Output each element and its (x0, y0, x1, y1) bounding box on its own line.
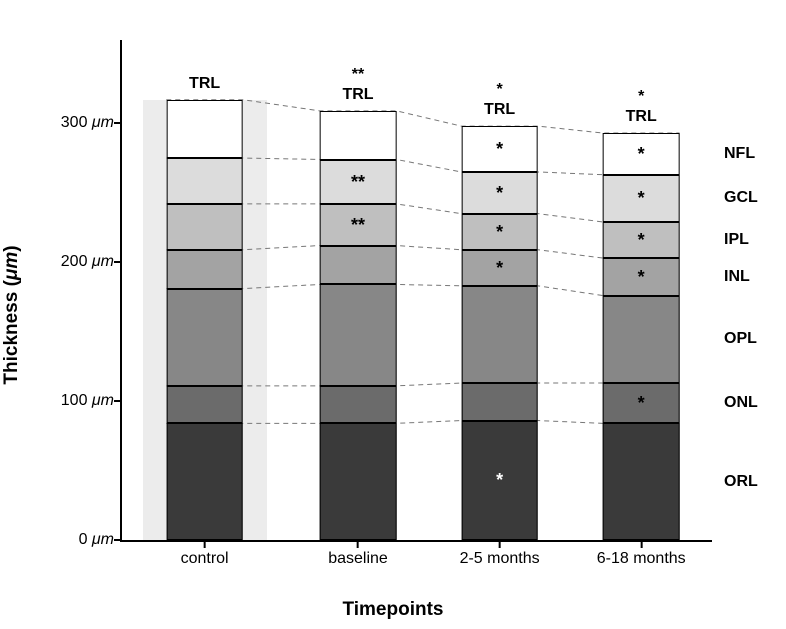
ytick-mark (114, 261, 122, 263)
significance-marker: * (496, 259, 503, 277)
segment-NFL: * (461, 126, 538, 172)
segment-INL (320, 246, 397, 285)
y-axis-title-prefix: Thickness ( (1, 280, 22, 385)
segment-NFL (320, 111, 397, 160)
segment-IPL: * (603, 222, 680, 258)
segment-ORL: * (461, 421, 538, 540)
significance-marker: ** (351, 216, 365, 234)
xcat-label: 6-18 months (597, 550, 686, 568)
segment-NFL: * (603, 133, 680, 175)
segment-INL: * (461, 250, 538, 286)
segment-ORL (166, 423, 243, 540)
segment-IPL (166, 204, 243, 250)
significance-marker: * (496, 140, 503, 158)
y-axis-title-suffix: ) (1, 245, 22, 251)
segment-INL (166, 250, 243, 289)
segment-ORL (320, 423, 397, 540)
segment-OPL (320, 284, 397, 385)
layer-label-ORL: ORL (724, 473, 758, 491)
significance-marker: ** (351, 173, 365, 191)
bar-top-label: *TRL (484, 80, 515, 120)
segment-GCL (166, 158, 243, 204)
significance-marker: * (496, 223, 503, 241)
segment-NFL (166, 100, 243, 158)
bar-top-label: **TRL (342, 65, 373, 105)
segment-GCL: * (603, 175, 680, 222)
bar-top-label: TRL (189, 74, 220, 94)
bar-2-5-months: ******TRL2-5 months (461, 126, 538, 540)
significance-marker: * (638, 394, 645, 412)
ytick-mark (114, 122, 122, 124)
significance-marker: * (638, 231, 645, 249)
xtick-mark (499, 540, 501, 548)
chart-container: Thickness (μm) Timepoints 0 μm 100 μm 200 … (0, 0, 786, 629)
segment-OPL (166, 289, 243, 386)
segment-ORL (603, 423, 680, 540)
segment-OPL (603, 296, 680, 384)
layer-label-NFL: NFL (724, 145, 755, 163)
segment-GCL: ** (320, 160, 397, 204)
layer-label-OPL: OPL (724, 330, 757, 348)
significance-marker: * (496, 471, 503, 489)
ytick-label: 0 μm (79, 531, 114, 549)
significance-marker: * (638, 189, 645, 207)
significance-marker: * (638, 268, 645, 286)
segment-GCL: * (461, 172, 538, 214)
segment-IPL: ** (320, 204, 397, 246)
xcat-label: 2-5 months (460, 550, 540, 568)
significance-marker: * (496, 184, 503, 202)
xtick-mark (357, 540, 359, 548)
y-axis-title: Thickness (μm) (1, 245, 23, 384)
xtick-mark (204, 540, 206, 548)
bar-baseline: ******TRLbaseline (320, 111, 397, 540)
ytick-mark (114, 539, 122, 541)
segment-ONL: * (603, 383, 680, 423)
y-axis-title-unit: μm (1, 251, 22, 279)
layer-label-GCL: GCL (724, 189, 758, 207)
bar-control: TRLcontrol (166, 100, 243, 540)
bar-6-18-months: ******TRL6-18 months (603, 133, 680, 540)
xtick-mark (640, 540, 642, 548)
ytick-mark (114, 400, 122, 402)
segment-ONL (320, 386, 397, 424)
segment-OPL (461, 286, 538, 383)
xcat-label: baseline (328, 550, 388, 568)
layer-label-IPL: IPL (724, 231, 749, 249)
layer-label-ONL: ONL (724, 394, 758, 412)
xcat-label: control (181, 550, 229, 568)
segment-ONL (461, 383, 538, 421)
segment-IPL: * (461, 214, 538, 250)
ytick-label: 300 μm (61, 114, 114, 132)
ytick-label: 100 μm (61, 392, 114, 410)
segment-INL: * (603, 258, 680, 296)
segment-ONL (166, 386, 243, 424)
plot-area: 0 μm100 μm200 μm300 μmTRLcontrol******TR… (120, 40, 712, 542)
x-axis-title: Timepoints (343, 599, 444, 621)
ytick-label: 200 μm (61, 253, 114, 271)
bar-top-label: *TRL (626, 87, 657, 127)
layer-label-INL: INL (724, 268, 750, 286)
significance-marker: * (638, 145, 645, 163)
